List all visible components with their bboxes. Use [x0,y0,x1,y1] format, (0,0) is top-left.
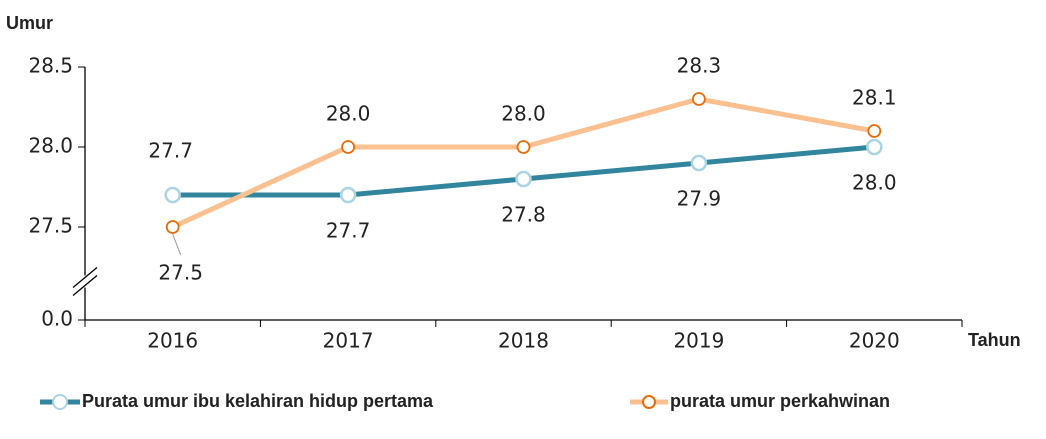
marker [692,92,706,106]
marker [866,138,883,156]
data-label: 28.0 [326,102,371,126]
data-label: 27.9 [677,187,722,211]
axis-break-gap [82,275,88,288]
leader-line [172,233,182,256]
y-tick-label: 27.5 [28,214,73,238]
x-tick-label: 2020 [849,329,900,353]
data-label: 27.7 [326,219,371,243]
legend-marker [52,394,68,410]
x-tick-label: 2019 [673,329,724,353]
y-tick-label: 28.0 [28,134,73,158]
marker [690,154,708,172]
data-label: 28.0 [501,102,546,126]
marker [165,220,180,234]
x-tick-label: 2018 [498,329,549,353]
axis-break [72,275,98,296]
data-label: 28.0 [852,171,897,195]
data-label: 28.1 [852,86,897,110]
data-label: 27.8 [501,203,546,227]
y-axis-title: Umur [6,13,53,33]
x-tick-label: 2016 [147,329,198,353]
x-tick-label: 2017 [323,329,374,353]
y-tick-label: 0.0 [41,307,73,331]
data-label: 27.5 [158,261,203,285]
data-label: 27.7 [148,139,193,163]
axis-break [72,267,98,288]
x-axis-title: Tahun [968,330,1021,350]
y-tick-label: 28.5 [28,54,73,78]
marker [339,186,357,204]
marker [516,140,531,154]
marker [515,170,532,188]
legend-label: Purata umur ibu kelahiran hidup pertama [82,391,434,411]
legend-label: purata umur perkahwinan [670,391,890,411]
marker [164,186,181,204]
marker [341,140,356,154]
data-label: 28.3 [677,54,722,78]
marker [867,124,882,138]
legend-marker [642,395,656,409]
